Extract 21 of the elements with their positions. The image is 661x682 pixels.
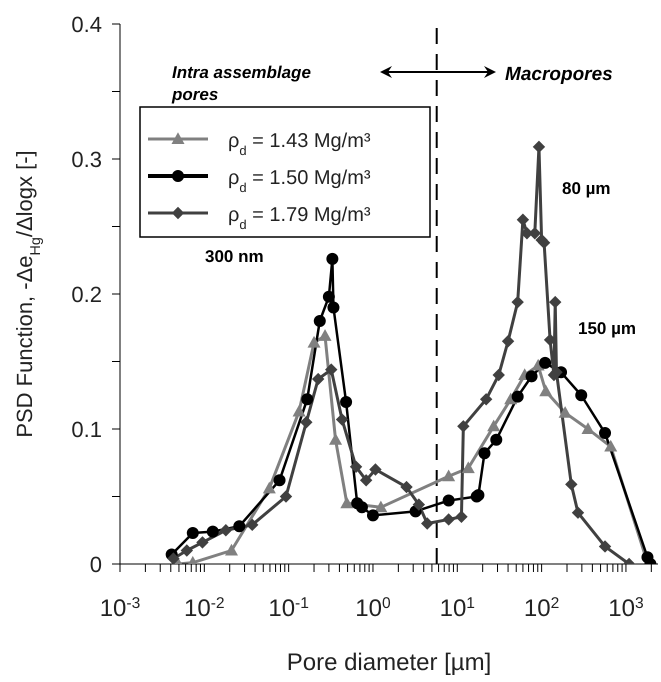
y-tick-label: 0.3 [71,147,102,172]
annotation: 80 µm [562,179,611,198]
x-axis-title: Pore diameter [µm] [286,649,492,676]
legend-label: ρ$_{d}$ = 1.79 Mg/m³ [228,204,371,232]
y-tick-label: 0.1 [71,417,102,442]
x-tick-label: 10$^{-3}$ [100,594,140,622]
x-tick-label: 10$^{1}$ [440,594,475,622]
x-tick-label: 10$^{-2}$ [184,594,225,622]
annotation: 150 µm [578,319,636,338]
y-tick-label: 0 [90,552,102,577]
legend-label: ρ$_{d}$ = 1.50 Mg/m³ [228,167,371,194]
y-tick-label: 0.2 [71,282,102,307]
x-tick-label: 10$^{2}$ [524,594,560,622]
annotation: Intra assemblage pores [171,63,311,104]
legend-label: ρ$_{d}$ = 1.43 Mg/m³ [228,130,371,158]
x-tick-label: 10$^{3}$ [608,594,644,622]
y-tick-label: 0.4 [71,12,102,37]
x-tick-label: 10$^{0}$ [355,594,391,622]
annotation: 300 nm [205,247,264,266]
x-tick-label: 10$^{-1}$ [268,594,309,622]
annotation: Macropores [505,64,613,85]
